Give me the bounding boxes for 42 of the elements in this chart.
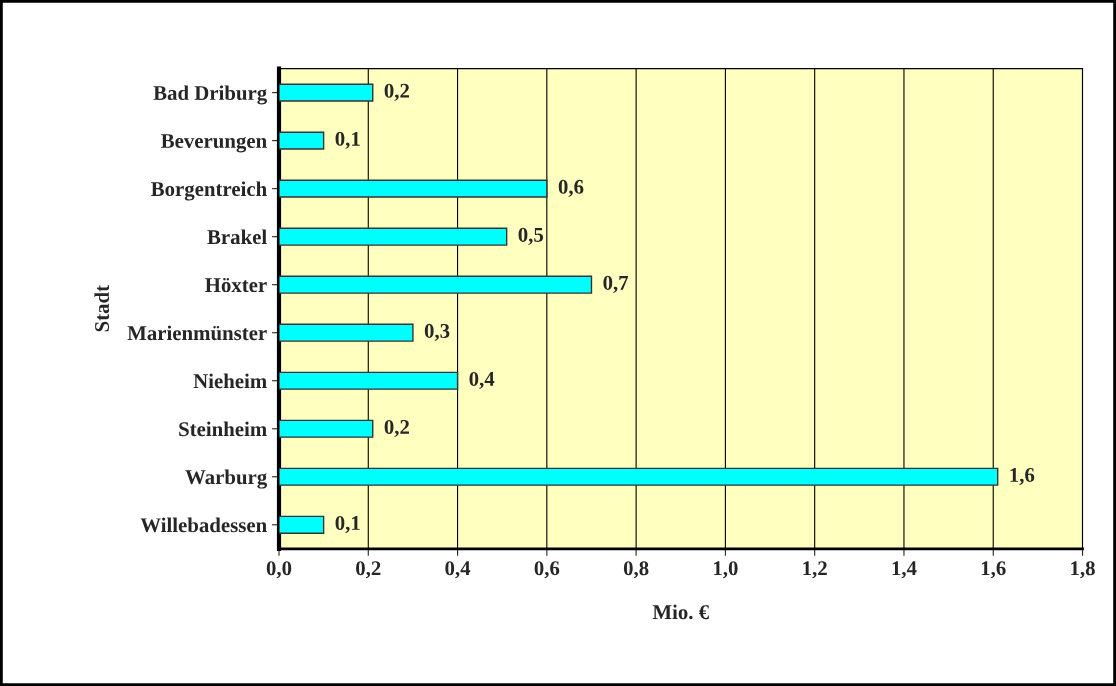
- y-tick-label: Nieheim: [193, 373, 267, 389]
- bar: [279, 227, 508, 246]
- y-tick-label: Steinheim: [179, 421, 267, 437]
- data-label: 0,7: [603, 275, 629, 293]
- data-label: 0,3: [424, 323, 450, 341]
- y-axis-title: Stadt: [94, 285, 110, 332]
- bar: [279, 515, 325, 534]
- bar: [279, 323, 414, 342]
- x-tick-label: 1,8: [1071, 561, 1095, 579]
- x-tick-label: 1,2: [803, 561, 827, 579]
- x-tick-label: 0,6: [534, 561, 560, 579]
- bar: [279, 131, 325, 150]
- y-tick-label: Beverungen: [161, 134, 267, 153]
- bar: [279, 179, 548, 198]
- data-label: 0,6: [558, 179, 584, 197]
- y-tick-label: Warburg: [185, 469, 267, 489]
- x-tick-label: 0,0: [266, 561, 292, 579]
- bar: [279, 371, 459, 390]
- x-tick-label: 1,4: [892, 561, 917, 579]
- x-tick-label: 1,6: [981, 561, 1006, 579]
- x-tick-label: 1,0: [714, 561, 738, 579]
- data-label: 1,6: [1010, 467, 1035, 486]
- y-tick-label: Brakel: [207, 229, 267, 245]
- x-tick-label: 0,4: [445, 561, 471, 579]
- bar: [279, 275, 593, 294]
- bar: [279, 83, 374, 102]
- data-label: 0,1: [335, 131, 360, 149]
- data-label: 0,4: [469, 371, 495, 389]
- x-axis-title: Mio. €: [652, 604, 709, 620]
- y-tick-label: Marienmünster: [127, 325, 267, 341]
- data-label: 0,2: [384, 419, 409, 437]
- data-label: 0,2: [384, 83, 409, 101]
- x-tick-label: 0,8: [623, 561, 649, 579]
- bar: [279, 419, 374, 438]
- y-tick-label: Borgentreich: [151, 181, 267, 201]
- y-tick-label: Höxter: [205, 277, 267, 293]
- bar: [279, 467, 999, 486]
- y-tick-label: Willebadessen: [140, 517, 267, 533]
- data-label: 0,5: [518, 227, 544, 245]
- data-label: 0,1: [335, 515, 360, 534]
- x-tick-label: 0,2: [356, 561, 381, 579]
- y-tick-label: Bad Driburg: [153, 85, 267, 105]
